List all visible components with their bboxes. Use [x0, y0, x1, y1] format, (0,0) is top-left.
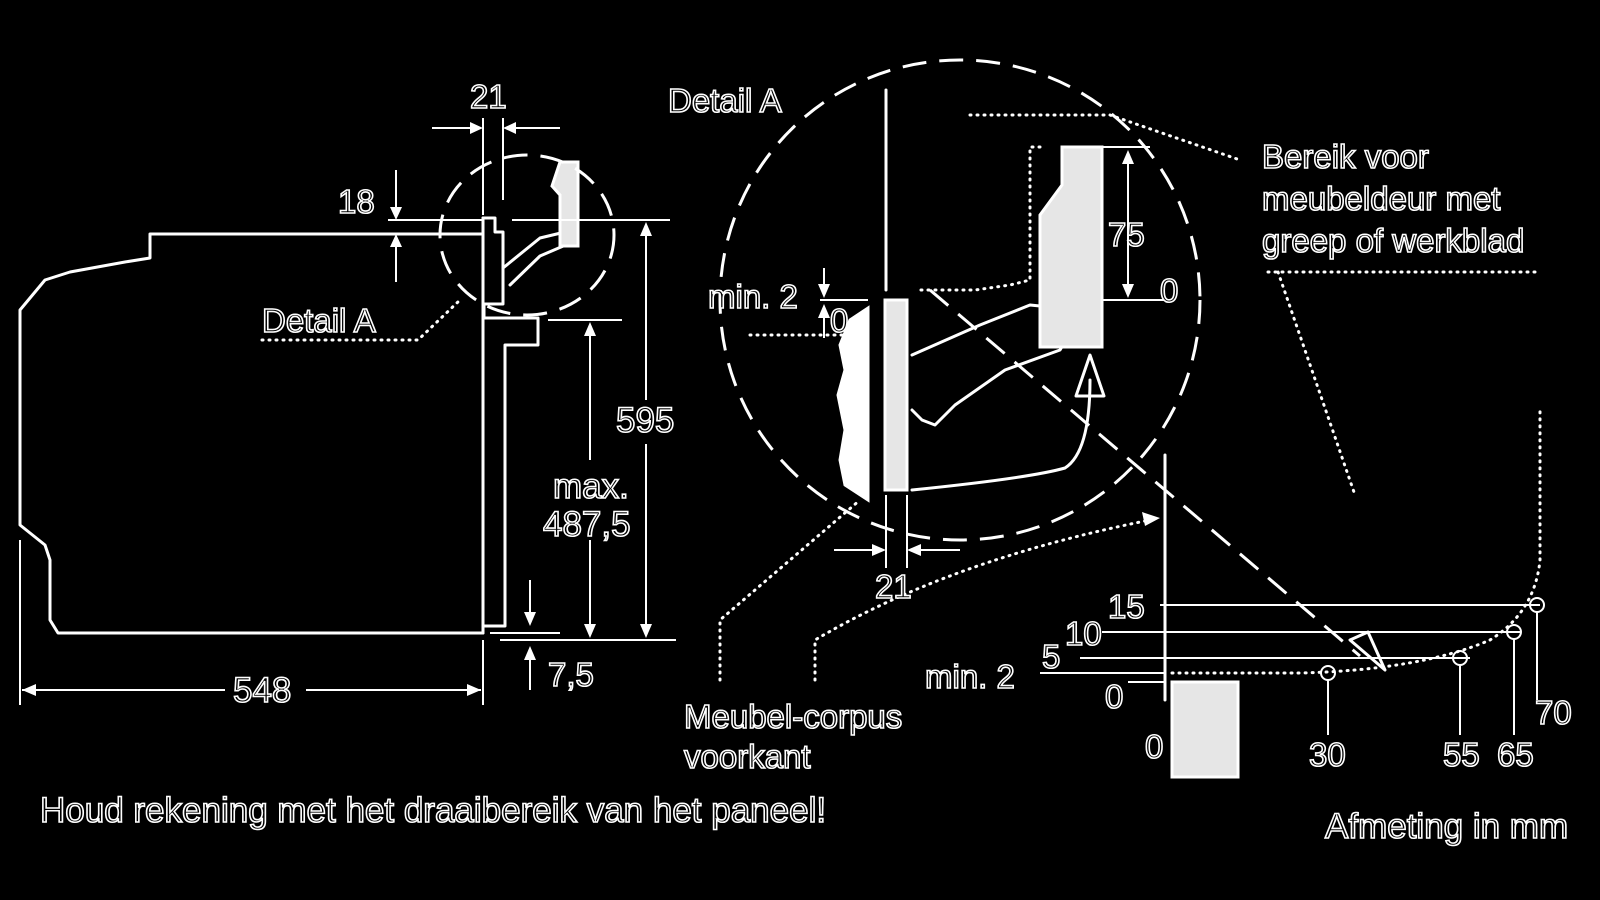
dim-max-2: 487,5	[543, 505, 631, 544]
detail-a-enlarged	[718, 58, 1542, 682]
scale-x-30: 30	[1309, 736, 1346, 773]
cabinet-side	[836, 305, 870, 503]
swing-range-scale	[1040, 408, 1545, 779]
dim-21-bottom: 21	[875, 568, 912, 605]
label-bereik-2: meubeldeur met	[1262, 180, 1500, 217]
dim-0-detail: 0	[830, 302, 848, 339]
scale-x-0: 0	[1145, 728, 1163, 765]
scale-x-65: 65	[1497, 736, 1534, 773]
scale-y-5: 5	[1042, 638, 1060, 675]
dim-min2-detail: min. 2	[708, 278, 798, 315]
dim-7-5: 7,5	[548, 656, 594, 693]
installation-note: Houd rekening met het draaibereik van he…	[40, 791, 826, 830]
hinge-arm-small	[501, 230, 570, 287]
label-detail-a-left: Detail A	[262, 302, 376, 339]
dim-548: 548	[233, 671, 291, 710]
oven-side-view	[18, 118, 676, 705]
label-meubel-2: voorkant	[684, 738, 811, 775]
scale-y-15: 15	[1108, 588, 1145, 625]
swing-range-curve	[1170, 408, 1542, 675]
scale-x-70: 70	[1535, 694, 1572, 731]
oven-door-panel	[883, 298, 909, 492]
label-meubel-1: Meubel-corpus	[684, 698, 902, 735]
scale-x-55: 55	[1443, 736, 1480, 773]
furniture-door-panel	[1038, 145, 1104, 349]
dim-21-top: 21	[470, 78, 507, 115]
scale-panel	[1170, 680, 1240, 779]
dim-75: 75	[1108, 216, 1145, 253]
scale-y-min2: min. 2	[925, 658, 1015, 695]
scale-y-0: 0	[1105, 678, 1123, 715]
dim-0-right: 0	[1160, 272, 1178, 309]
label-bereik-1: Bereik voor	[1262, 138, 1429, 175]
door-swing-line	[929, 288, 1361, 658]
units-label: Afmeting in mm	[1325, 807, 1568, 846]
oven-outline	[18, 232, 485, 635]
oven-front-profile	[481, 216, 540, 628]
detail-a-large-circle	[718, 58, 1202, 542]
label-bereik-3: greep of werkblad	[1262, 222, 1524, 259]
dim-18: 18	[338, 183, 375, 220]
door-panel-small	[550, 160, 580, 248]
hinge-arm-large	[910, 303, 1077, 427]
dim-595: 595	[616, 401, 674, 440]
swing-path-arrow	[910, 378, 1092, 492]
scale-y-10: 10	[1065, 615, 1102, 652]
label-detail-a-top: Detail A	[668, 82, 782, 119]
dim-max-1: max.	[553, 467, 629, 506]
